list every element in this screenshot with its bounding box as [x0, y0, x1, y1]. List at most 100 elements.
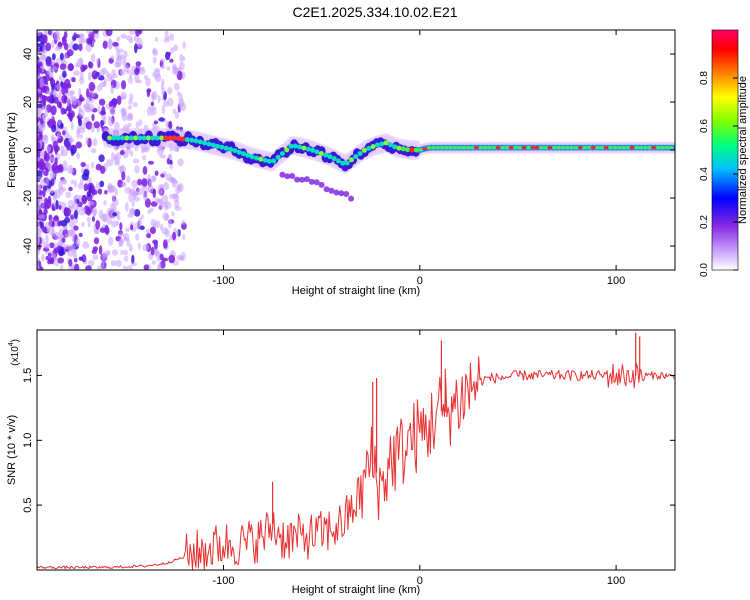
noise-blob	[67, 63, 74, 72]
noise-blob	[45, 176, 50, 187]
noise-blob	[86, 30, 94, 35]
noise-blob	[77, 109, 85, 118]
noise-blob	[173, 44, 179, 52]
noise-blob	[88, 81, 96, 92]
noise-blob	[146, 232, 152, 239]
ridge-core	[383, 140, 389, 146]
noise-blob	[129, 208, 135, 214]
secondary-track-blob	[299, 176, 305, 183]
noise-blob	[106, 159, 114, 167]
noise-blob	[149, 207, 154, 212]
noise-blob	[82, 241, 90, 249]
noise-blob	[68, 186, 73, 192]
noise-blob	[98, 209, 104, 219]
noise-blob	[157, 205, 164, 210]
noise-blob	[37, 30, 42, 37]
noise-blob	[142, 166, 148, 175]
noise-blob	[171, 178, 178, 188]
noise-blob	[81, 172, 89, 181]
noise-blob	[79, 133, 83, 139]
noise-blob	[41, 94, 47, 104]
noise-blob	[120, 80, 127, 90]
noise-blob	[182, 234, 186, 241]
ridge-core	[141, 135, 147, 141]
spectrogram-ytick-label: -20	[22, 190, 34, 206]
ridge-core	[659, 146, 665, 150]
ridge-core	[504, 146, 510, 150]
noise-blob	[146, 228, 150, 234]
noise-blob	[110, 220, 118, 228]
noise-blob	[86, 216, 91, 222]
noise-blob	[72, 43, 80, 51]
noise-blob	[152, 49, 159, 56]
noise-blob	[123, 232, 130, 242]
noise-blob	[67, 199, 75, 209]
noise-blob	[133, 209, 141, 217]
noise-blob	[85, 136, 89, 146]
ridge-core	[241, 151, 246, 157]
noise-blob	[57, 42, 63, 47]
ridge-core	[124, 135, 130, 141]
noise-blob	[121, 171, 126, 181]
noise-blob	[66, 142, 72, 151]
noise-blob	[61, 36, 67, 46]
ridge-core	[651, 146, 657, 150]
noise-blob	[134, 43, 138, 54]
secondary-track-blob	[284, 173, 291, 180]
noise-blob	[44, 197, 48, 207]
colorbar-tick-label: 0.0	[699, 263, 710, 277]
noise-blob	[52, 53, 56, 61]
noise-blob	[159, 184, 165, 190]
noise-blob	[157, 188, 164, 195]
noise-blob	[60, 220, 68, 227]
noise-blob	[132, 158, 140, 164]
noise-blob	[166, 51, 172, 56]
ridge-core	[396, 145, 402, 151]
ridge-core	[599, 146, 605, 150]
noise-blob	[129, 73, 133, 79]
ridge-core	[469, 146, 475, 150]
noise-blob	[128, 193, 134, 203]
noise-blob	[51, 39, 55, 49]
noise-blob	[108, 101, 113, 108]
noise-blob	[135, 61, 142, 67]
noise-blob	[155, 36, 159, 42]
snr-ytick-label: 0.5	[22, 497, 34, 512]
noise-blob	[154, 170, 159, 176]
noise-blob	[43, 170, 49, 177]
noise-blob	[173, 66, 179, 76]
secondary-track-blob	[294, 176, 301, 183]
noise-blob	[76, 129, 80, 139]
noise-blob	[62, 70, 67, 78]
noise-blob	[51, 65, 58, 71]
spectrogram-panel: -100 0 100 -40 -20 0 20 40 Height of straight l…	[6, 29, 676, 297]
noise-blob	[166, 66, 171, 71]
ridge-core	[543, 146, 549, 150]
noise-blob	[67, 90, 74, 97]
noise-blob	[59, 52, 64, 61]
noise-blob	[91, 148, 97, 154]
noise-blob	[161, 64, 166, 70]
ridge-core	[245, 152, 251, 158]
noise-blob	[144, 74, 148, 80]
noise-blob	[174, 111, 180, 119]
spectrogram-ytick-label: -40	[22, 238, 34, 254]
noise-blob	[68, 265, 75, 270]
noise-blob	[51, 221, 55, 228]
ridge-core	[444, 146, 449, 150]
ridge-core	[120, 135, 126, 141]
ridge-core	[435, 146, 441, 150]
noise-blob	[116, 259, 122, 268]
noise-blob	[146, 88, 152, 93]
noise-blob	[148, 160, 154, 165]
noise-blob	[86, 37, 91, 45]
noise-blob	[177, 182, 184, 193]
noise-blob	[126, 175, 131, 184]
noise-blob	[64, 233, 71, 238]
noise-blob	[58, 88, 62, 96]
ridge-core	[392, 144, 398, 150]
noise-blob	[62, 160, 68, 169]
ridge-core	[413, 147, 419, 153]
ridge-core	[271, 158, 277, 164]
